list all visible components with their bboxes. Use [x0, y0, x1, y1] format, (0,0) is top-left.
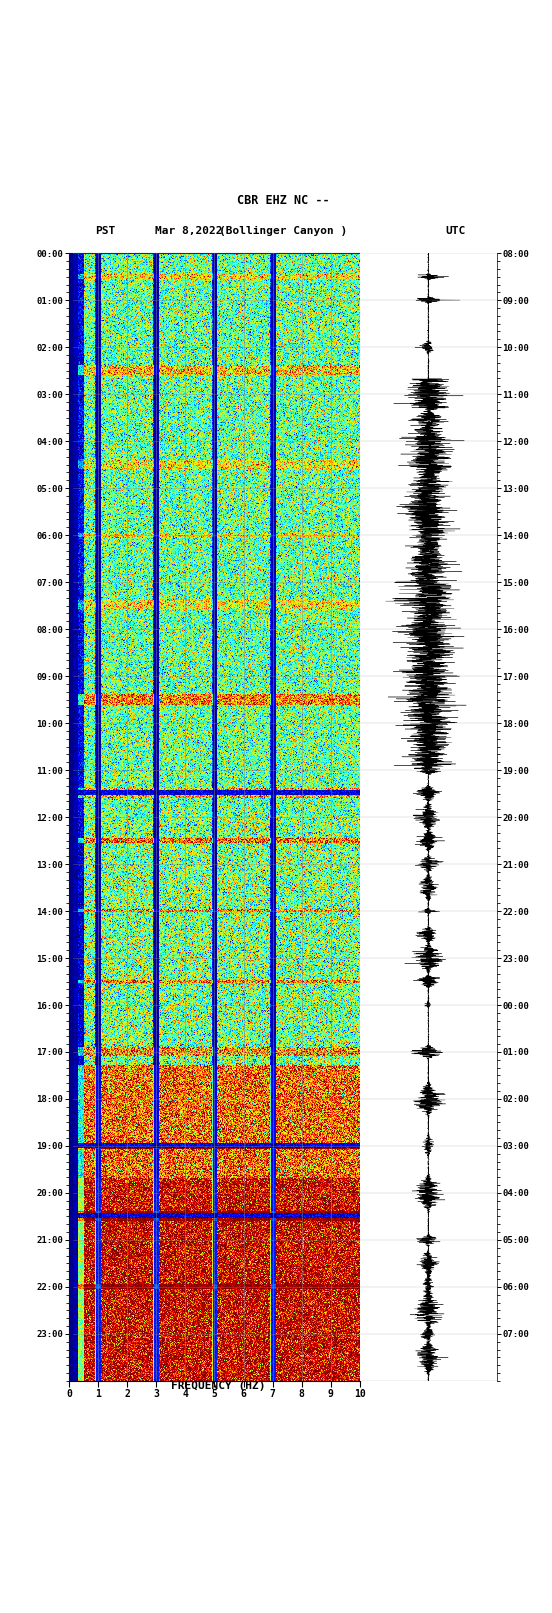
Bar: [65, 253, 72, 1381]
Text: USGS: USGS: [10, 23, 34, 34]
Text: (Bollinger Canyon ): (Bollinger Canyon ): [219, 226, 347, 237]
Text: UTC: UTC: [445, 226, 466, 237]
Text: PST: PST: [95, 226, 115, 237]
Text: FREQUENCY (HZ): FREQUENCY (HZ): [172, 1381, 266, 1390]
Text: CBR EHZ NC --: CBR EHZ NC --: [237, 194, 329, 206]
Text: Mar 8,2022: Mar 8,2022: [155, 226, 222, 237]
